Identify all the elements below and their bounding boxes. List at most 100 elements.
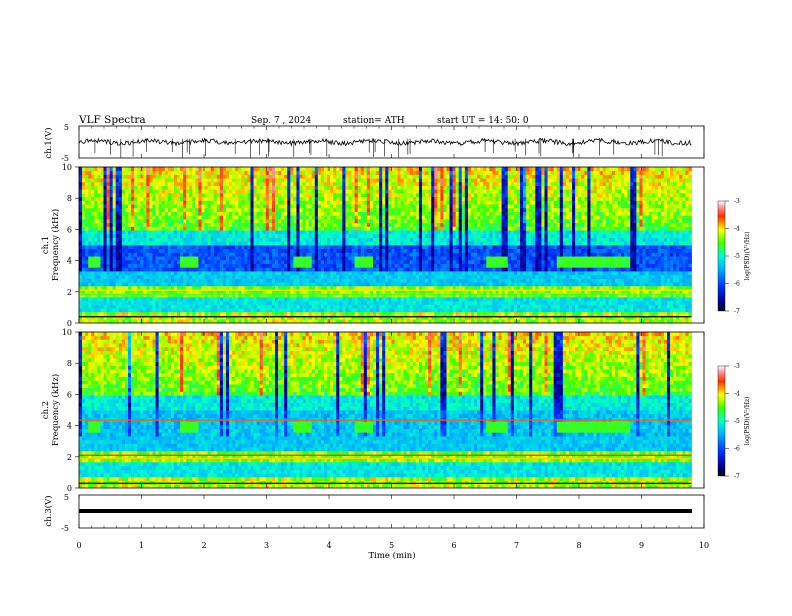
spectrogram-cell xyxy=(257,252,260,256)
spectrogram-cell xyxy=(422,282,425,286)
spectrogram-cell xyxy=(431,234,434,238)
spectrogram-cell xyxy=(116,286,119,290)
spectrogram-cell xyxy=(149,286,152,290)
spectrogram-cell xyxy=(247,230,250,234)
spectrogram-cell xyxy=(394,282,397,286)
spectrogram-cell xyxy=(290,260,293,264)
spectrogram-cell xyxy=(324,241,327,245)
spectrogram-cell xyxy=(269,297,272,301)
spectrogram-cell xyxy=(100,256,103,260)
spectrogram-cell xyxy=(244,249,247,253)
spectrogram-cell xyxy=(131,286,134,290)
spectrogram-cell xyxy=(315,301,318,305)
spectrogram-cell xyxy=(293,186,296,190)
spectrogram-cell xyxy=(116,271,119,275)
spectrogram-cell xyxy=(238,189,241,193)
spectrogram-cell xyxy=(94,286,97,290)
spectrogram-cell xyxy=(431,297,434,301)
spectrogram-cell xyxy=(214,212,217,216)
spectrogram-cell xyxy=(358,256,361,260)
spectrogram-cell xyxy=(241,308,244,312)
spectrogram-cell xyxy=(352,275,355,279)
spectrogram-cell xyxy=(269,267,272,271)
spectrogram-cell xyxy=(370,167,373,171)
spectrogram-cell xyxy=(217,215,220,219)
spectrogram-cell xyxy=(97,174,100,178)
spectrogram-cell xyxy=(407,241,410,245)
spectrogram-cell xyxy=(85,256,88,260)
spectrogram-cell xyxy=(104,238,107,242)
spectrogram-cell xyxy=(309,275,312,279)
spectrogram-cell xyxy=(275,301,278,305)
spectrogram-cell xyxy=(339,267,342,271)
spectrogram-cell xyxy=(186,197,189,201)
spectrogram-cell xyxy=(428,304,431,308)
spectrogram-cell xyxy=(300,308,303,312)
spectrogram-cell xyxy=(296,193,299,197)
spectrogram-cell xyxy=(272,174,275,178)
spectrogram-cell xyxy=(349,197,352,201)
spectrogram-cell xyxy=(370,282,373,286)
spectrogram-cell xyxy=(321,204,324,208)
spectrogram-cell xyxy=(431,241,434,245)
spectrogram-cell xyxy=(419,260,422,264)
spectrogram-cell xyxy=(358,264,361,268)
spectrogram-cell xyxy=(358,260,361,264)
spectrogram-cell xyxy=(162,186,165,190)
spectrogram-cell xyxy=(189,193,192,197)
spectrogram-cell xyxy=(407,308,410,312)
spectrogram-cell xyxy=(293,171,296,175)
spectrogram-cell xyxy=(321,215,324,219)
spectrogram-cell xyxy=(382,186,385,190)
spectrogram-cell xyxy=(183,200,186,204)
spectrogram-cell xyxy=(232,223,235,227)
spectrogram-cell xyxy=(367,212,370,216)
spectrogram-cell xyxy=(110,278,113,282)
spectrogram-cell xyxy=(119,256,122,260)
spectrogram-cell xyxy=(156,245,159,249)
spectrogram-cell xyxy=(355,256,358,260)
spectrogram-cell xyxy=(379,308,382,312)
spectrogram-cell xyxy=(110,264,113,268)
spectrogram-cell xyxy=(324,245,327,249)
spectrogram-cell xyxy=(272,245,275,249)
spectrogram-cell xyxy=(205,204,208,208)
spectrogram-cell xyxy=(327,200,330,204)
spectrogram-cell xyxy=(217,234,220,238)
spectrogram-cell xyxy=(293,271,296,275)
spectrogram-cell xyxy=(241,275,244,279)
spectrogram-cell xyxy=(174,171,177,175)
spectrogram-cell xyxy=(296,271,299,275)
spectrogram-cell xyxy=(116,256,119,260)
spectrogram-cell xyxy=(113,278,116,282)
spectrogram-cell xyxy=(254,304,257,308)
spectrogram-cell xyxy=(287,238,290,242)
spectrogram-cell xyxy=(238,241,241,245)
spectrogram-cell xyxy=(247,282,250,286)
spectrogram-cell xyxy=(140,264,143,268)
spectrogram-cell xyxy=(407,234,410,238)
spectrogram-cell xyxy=(244,245,247,249)
spectrogram-cell xyxy=(149,252,152,256)
spectrogram-cell xyxy=(159,271,162,275)
spectrogram-cell xyxy=(122,171,125,175)
spectrogram-cell xyxy=(422,178,425,182)
spectrogram-cell xyxy=(287,200,290,204)
spectrogram-cell xyxy=(278,223,281,227)
spectrogram-cell xyxy=(367,282,370,286)
spectrogram-cell xyxy=(272,223,275,227)
spectrogram-cell xyxy=(407,212,410,216)
spectrogram-cell xyxy=(312,197,315,201)
spectrogram-cell xyxy=(241,301,244,305)
spectrogram-cell xyxy=(300,275,303,279)
spectrogram-cell xyxy=(202,264,205,268)
spectrogram-cell xyxy=(391,275,394,279)
spectrogram-cell xyxy=(425,260,428,264)
spectrogram-cell xyxy=(229,193,232,197)
spectrogram-cell xyxy=(134,264,137,268)
spectrogram-cell xyxy=(293,204,296,208)
spectrogram-cell xyxy=(156,297,159,301)
ch1-waveform-trace xyxy=(79,139,692,158)
spectrogram-cell xyxy=(339,264,342,268)
spectrogram-cell xyxy=(394,241,397,245)
